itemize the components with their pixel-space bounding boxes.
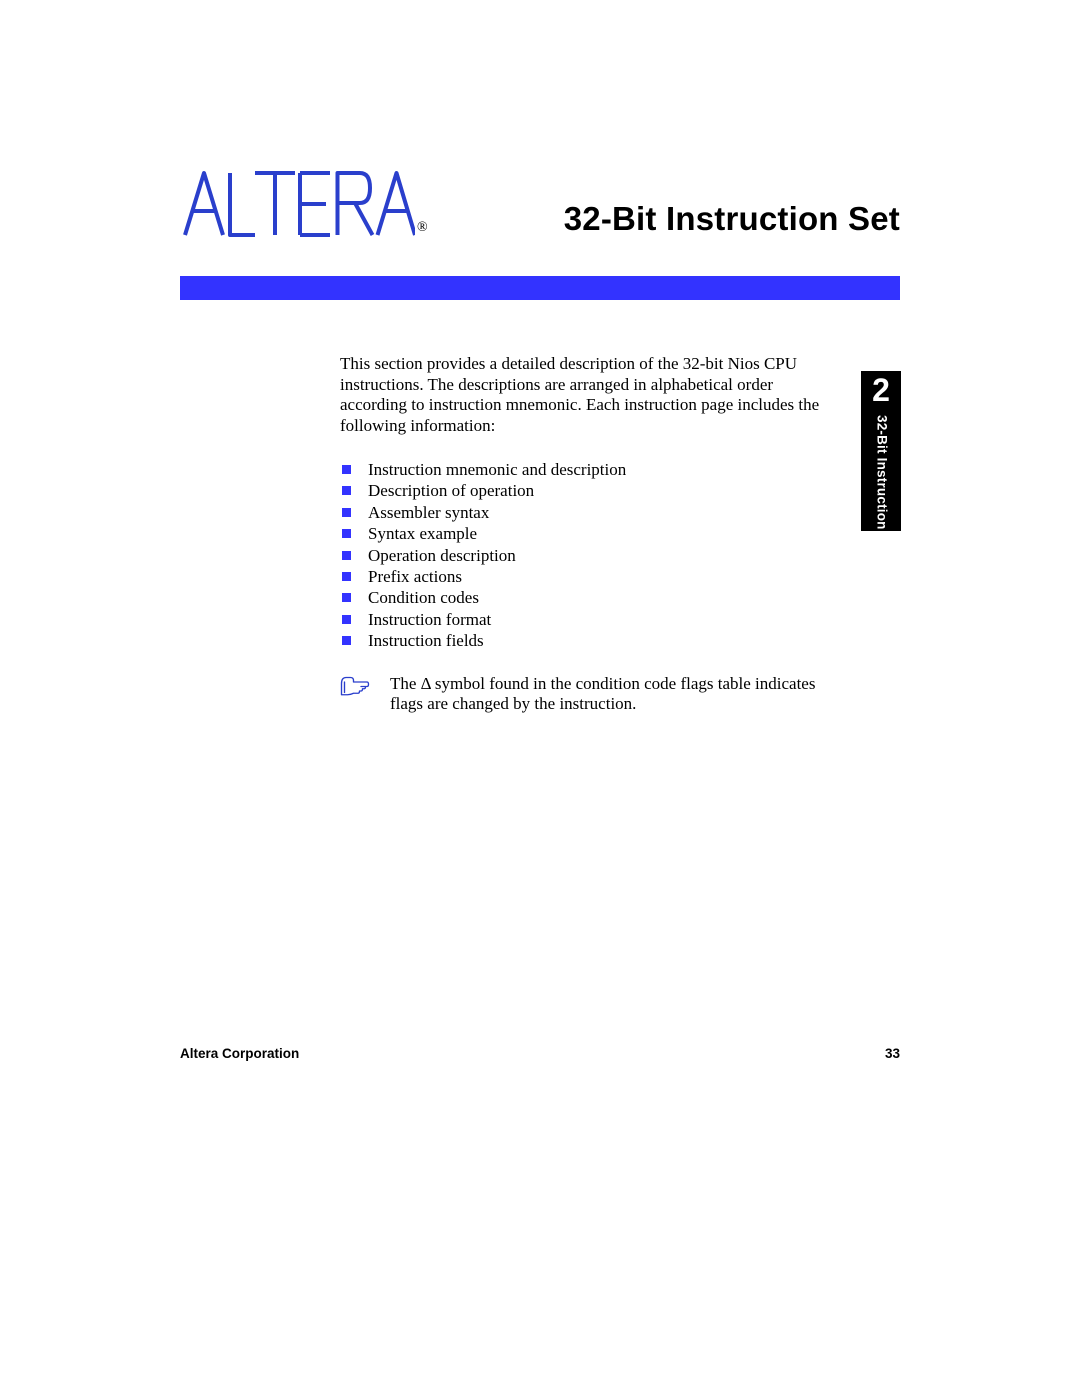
list-item: Prefix actions <box>340 566 825 587</box>
footer-company: Altera Corporation <box>180 1046 299 1061</box>
logo-container: ® <box>180 170 428 238</box>
page-footer: Altera Corporation 33 <box>180 1046 900 1061</box>
list-item: Assembler syntax <box>340 502 825 523</box>
chapter-side-tab: 2 32-Bit Instruction Set <box>861 371 901 531</box>
pointing-hand-icon <box>340 676 370 699</box>
header-divider-bar <box>180 276 900 300</box>
list-item: Condition codes <box>340 587 825 608</box>
intro-paragraph: This section provides a detailed descrip… <box>340 354 825 437</box>
list-item: Operation description <box>340 545 825 566</box>
list-item: Instruction fields <box>340 630 825 651</box>
page-header: ® 32-Bit Instruction Set <box>180 170 900 238</box>
feature-list: Instruction mnemonic and description Des… <box>340 459 825 652</box>
list-item: Instruction format <box>340 609 825 630</box>
page-title: 32-Bit Instruction Set <box>564 200 900 238</box>
footer-page-number: 33 <box>885 1046 900 1061</box>
document-page: ® 32-Bit Instruction Set This section pr… <box>0 0 1080 1397</box>
note-block: The Δ symbol found in the condition code… <box>340 674 825 715</box>
registered-mark: ® <box>417 220 428 236</box>
list-item: Instruction mnemonic and description <box>340 459 825 480</box>
list-item: Description of operation <box>340 480 825 501</box>
note-text: The Δ symbol found in the condition code… <box>390 674 825 715</box>
altera-logo-icon <box>180 170 415 238</box>
chapter-label: 32-Bit Instruction Set <box>873 415 890 555</box>
list-item: Syntax example <box>340 523 825 544</box>
main-content: This section provides a detailed descrip… <box>340 354 825 715</box>
chapter-number: 2 <box>861 371 901 409</box>
